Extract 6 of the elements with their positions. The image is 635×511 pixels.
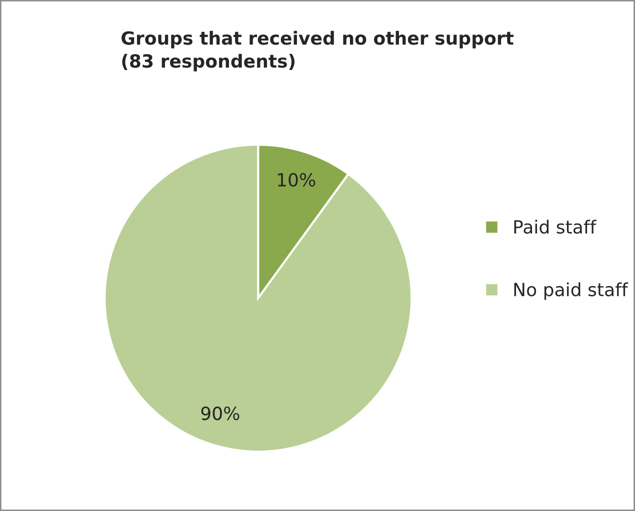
legend-label: Paid staff (514, 220, 596, 234)
legend-label: No paid staff (514, 282, 628, 300)
data-label: 90% (201, 406, 240, 420)
chart-title: Groups that received no other support (83 respondents) (122, 30, 514, 72)
data-label: 10% (278, 172, 316, 187)
pie-slice (104, 144, 413, 453)
